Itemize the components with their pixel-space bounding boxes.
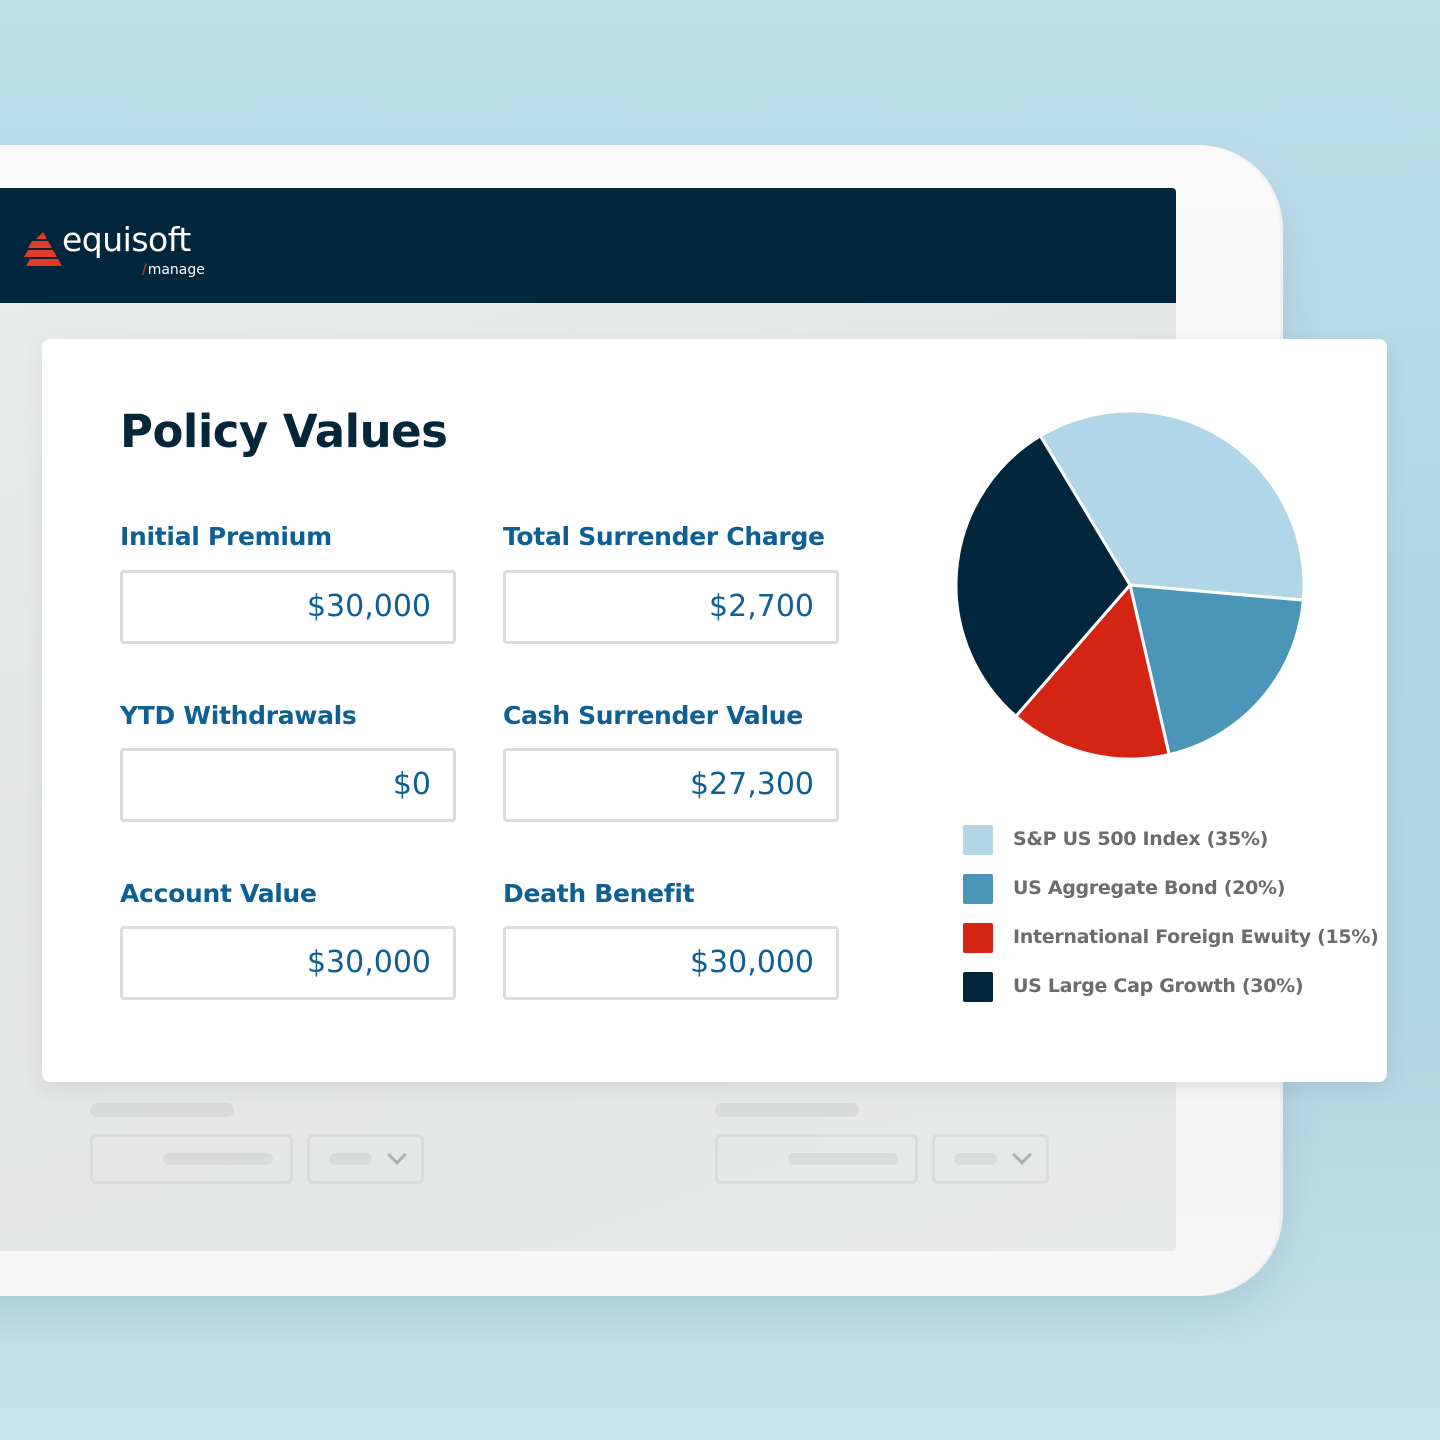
skeleton-input-value bbox=[788, 1153, 898, 1165]
account-value-field[interactable]: $30,000 bbox=[120, 926, 456, 1000]
skeleton-dropdown-value bbox=[954, 1153, 997, 1165]
legend-label: US Large Cap Growth (30%) bbox=[1013, 975, 1304, 997]
pie-slice-sp500[interactable] bbox=[1038, 409, 1306, 602]
legend-label: S&P US 500 Index (35%) bbox=[1013, 828, 1268, 850]
skeleton-input-value bbox=[163, 1153, 273, 1165]
total-surrender-charge-field[interactable]: $2,700 bbox=[503, 570, 839, 644]
initial-premium-field[interactable]: $30,000 bbox=[120, 570, 456, 644]
initial-premium-label: Initial Premium bbox=[120, 522, 332, 551]
policy-values-card: Policy Values Initial Premium $30,000 To… bbox=[42, 339, 1387, 1082]
legend-item-intl-equity: International Foreign Ewuity (15%) bbox=[963, 923, 1383, 953]
legend-swatch-icon bbox=[963, 923, 993, 953]
ytd-withdrawals-field[interactable]: $0 bbox=[120, 748, 456, 822]
legend-swatch-icon bbox=[963, 825, 993, 855]
pie-slice-aggregate-bond[interactable] bbox=[1128, 583, 1305, 757]
skeleton-label bbox=[715, 1103, 859, 1117]
legend-label: International Foreign Ewuity (15%) bbox=[1013, 926, 1379, 948]
death-benefit-label: Death Benefit bbox=[503, 879, 695, 908]
logo-slash: / bbox=[142, 262, 147, 278]
skeleton-input bbox=[90, 1134, 293, 1184]
legend-item-aggregate-bond: US Aggregate Bond (20%) bbox=[963, 874, 1383, 904]
page-title: Policy Values bbox=[120, 405, 448, 458]
legend-swatch-icon bbox=[963, 972, 993, 1002]
account-value-label: Account Value bbox=[120, 879, 317, 908]
skeleton-label bbox=[90, 1103, 234, 1117]
legend-swatch-icon bbox=[963, 874, 993, 904]
logo-wordmark: equisoft bbox=[62, 220, 191, 259]
skeleton-dropdown bbox=[307, 1134, 424, 1184]
total-surrender-charge-label: Total Surrender Charge bbox=[503, 522, 825, 551]
skeleton-dropdown bbox=[932, 1134, 1049, 1184]
top-navigation-bar: equisoft /manage bbox=[0, 188, 1176, 303]
ytd-withdrawals-label: YTD Withdrawals bbox=[120, 701, 357, 730]
equisoft-logo[interactable]: equisoft /manage bbox=[24, 220, 244, 288]
pie-slice-large-cap-growth[interactable] bbox=[954, 434, 1132, 718]
legend-item-sp500: S&P US 500 Index (35%) bbox=[963, 825, 1383, 855]
legend-label: US Aggregate Bond (20%) bbox=[1013, 877, 1286, 899]
death-benefit-field[interactable]: $30,000 bbox=[503, 926, 839, 1000]
legend-item-large-cap-growth: US Large Cap Growth (30%) bbox=[963, 972, 1383, 1002]
logo-product-label: manage bbox=[147, 262, 205, 278]
logo-product-name: /manage bbox=[142, 262, 205, 278]
pie-slice-intl-equity[interactable] bbox=[1014, 583, 1171, 761]
cash-surrender-value-label: Cash Surrender Value bbox=[503, 701, 803, 730]
skeleton-dropdown-value bbox=[329, 1153, 372, 1165]
allocation-pie-chart bbox=[954, 409, 1306, 761]
logo-pyramid-icon bbox=[24, 232, 62, 266]
skeleton-input bbox=[715, 1134, 918, 1184]
cash-surrender-value-field[interactable]: $27,300 bbox=[503, 748, 839, 822]
